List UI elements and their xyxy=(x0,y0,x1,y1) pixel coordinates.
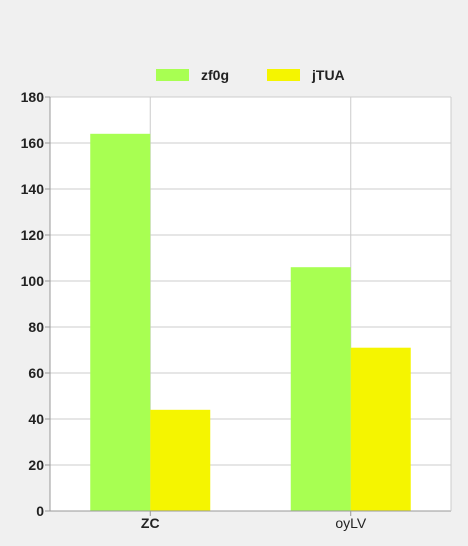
y-tick-label: 100 xyxy=(21,273,45,289)
y-tick-label: 160 xyxy=(21,135,45,151)
legend-label: zf0g xyxy=(201,67,229,83)
y-tick-label: 80 xyxy=(28,319,44,335)
bars xyxy=(90,133,411,512)
legend-swatch xyxy=(156,69,189,81)
legend-item: zf0g xyxy=(156,67,229,83)
y-tick-label: 140 xyxy=(21,181,45,197)
x-tick-label: ZC xyxy=(141,515,160,531)
y-tick-label: 0 xyxy=(36,503,44,519)
legend: zf0g jTUA xyxy=(156,67,345,83)
y-tick-label: 180 xyxy=(21,89,45,105)
x-tick-label: oyLV xyxy=(335,515,367,531)
axes xyxy=(49,97,452,512)
bar-zf0g-oyLV xyxy=(290,267,351,511)
y-tick-label: 60 xyxy=(28,365,44,381)
x-axis-ticks: ZC oyLV xyxy=(141,511,367,531)
y-axis-ticks: 0 20 40 60 80 100 120 140 160 180 xyxy=(21,89,50,519)
y-tick-label: 20 xyxy=(28,457,44,473)
bar-zf0g-ZC xyxy=(90,133,151,512)
legend-item: jTUA xyxy=(267,67,345,83)
legend-label: jTUA xyxy=(311,67,345,83)
y-tick-label: 120 xyxy=(21,227,45,243)
y-tick-label: 40 xyxy=(28,411,44,427)
bar-jTUA-oyLV xyxy=(350,347,411,511)
bar-jTUA-ZC xyxy=(150,409,211,511)
legend-swatch xyxy=(267,69,300,81)
